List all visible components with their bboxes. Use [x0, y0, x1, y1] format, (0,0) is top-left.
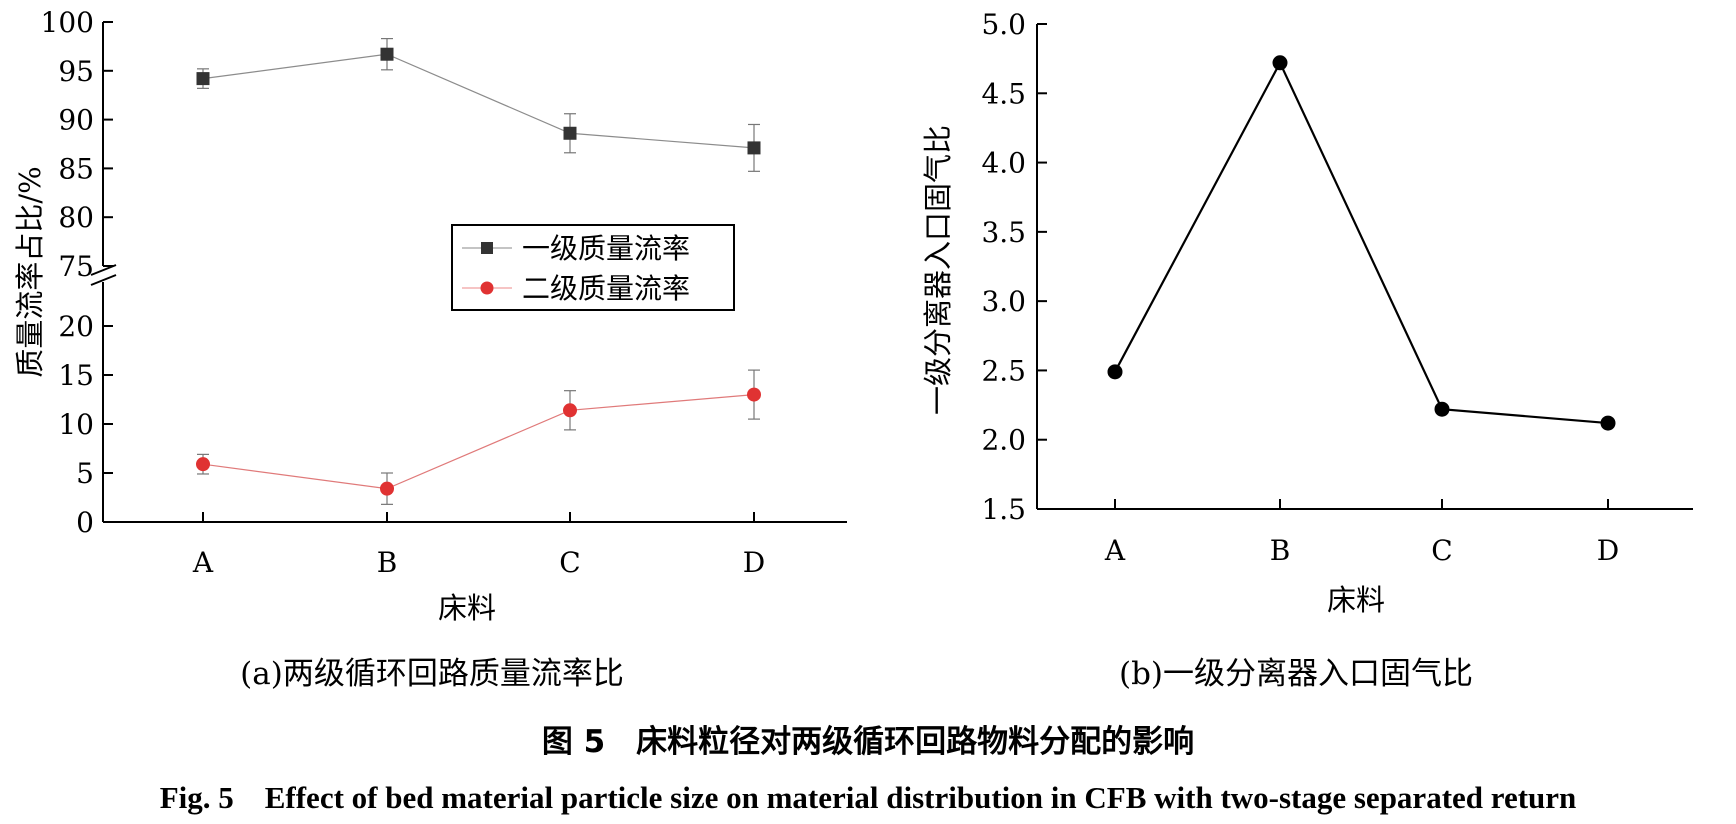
y-tick-label: 4.0 — [981, 147, 1026, 180]
figure-caption-en: Fig. 5 Effect of bed material particle s… — [160, 780, 1577, 815]
y-tick-label: 80 — [58, 201, 94, 234]
y-tick-label: 1.5 — [981, 493, 1026, 526]
y-tick-label: 90 — [58, 104, 94, 137]
figure-caption-cn: 图 5 床料粒径对两级循环回路物料分配的影响 — [542, 724, 1194, 760]
data-point-circle — [1600, 415, 1616, 431]
y-tick-label: 3.0 — [981, 285, 1026, 318]
data-point-square — [196, 72, 210, 86]
chart-b-x-axis-label: 床料 — [1327, 583, 1385, 617]
x-tick-label: D — [1597, 534, 1619, 567]
data-point-circle — [380, 481, 394, 496]
x-tick-label: B — [1270, 534, 1291, 567]
data-point-circle — [1107, 364, 1123, 380]
data-point-circle — [1434, 401, 1450, 417]
x-tick-label: D — [743, 546, 765, 579]
data-point-circle — [1272, 55, 1288, 71]
chart-a: 75 80 85 90 95 100 0 5 10 15 20 A B C D 质量流率占比/% 床料 一… — [13, 6, 847, 692]
y-tick-label: 20 — [58, 310, 94, 343]
data-point-circle — [196, 457, 210, 472]
chart-b: 1.5 2.0 2.5 3.0 3.5 4.0 4.5 5.0 A B C D 一级分离器入口固气比… — [921, 8, 1693, 692]
data-point-square — [747, 141, 761, 155]
x-tick-label: C — [1431, 534, 1452, 567]
chart-a-x-axis-label: 床料 — [438, 591, 496, 625]
x-tick-label: C — [559, 546, 580, 579]
y-tick-label: 15 — [58, 359, 94, 392]
chart-a-caption: (a)两级循环回路质量流率比 — [240, 656, 624, 692]
y-tick-label: 0 — [76, 506, 94, 539]
legend-entry-series-1: 一级质量流率 — [522, 232, 690, 265]
chart-a-legend-box — [451, 224, 735, 311]
series-line-1 — [1114, 60, 1609, 425]
y-tick-label: 2.0 — [981, 424, 1026, 457]
series-line-2 — [202, 394, 755, 490]
data-point-circle — [747, 387, 761, 402]
x-tick-label: B — [377, 546, 398, 579]
x-tick-label: A — [192, 546, 214, 579]
y-tick-label: 75 — [58, 250, 94, 283]
y-tick-label: 95 — [58, 55, 94, 88]
y-tick-label: 5 — [76, 457, 94, 490]
chart-b-y-axis-label: 一级分离器入口固气比 — [921, 125, 955, 415]
y-tick-label: 85 — [58, 152, 94, 185]
y-tick-label: 5.0 — [981, 8, 1026, 41]
legend-marker-square — [481, 242, 493, 254]
legend-marker-circle — [480, 281, 494, 295]
chart-a-axis-break-mark — [90, 264, 117, 286]
y-tick-label: 2.5 — [981, 354, 1026, 387]
data-point-square — [380, 47, 394, 61]
x-tick-label: A — [1104, 534, 1126, 567]
series-line-1 — [202, 53, 755, 149]
chart-a-y-axis-label: 质量流率占比/% — [13, 166, 47, 377]
y-tick-label: 3.5 — [981, 216, 1026, 249]
chart-a-legend: 一级质量流率 二级质量流率 — [451, 224, 735, 311]
y-tick-label: 100 — [41, 6, 94, 39]
y-tick-label: 10 — [58, 408, 94, 441]
y-tick-label: 4.5 — [981, 77, 1026, 110]
chart-b-caption: (b)一级分离器入口固气比 — [1119, 656, 1473, 692]
data-point-circle — [563, 403, 577, 418]
data-point-square — [563, 126, 577, 140]
legend-entry-series-2: 二级质量流率 — [522, 272, 690, 305]
